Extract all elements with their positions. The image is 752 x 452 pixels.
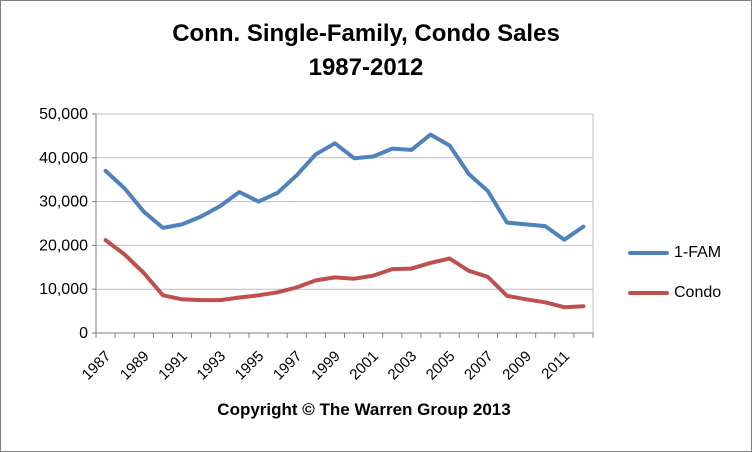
y-axis-tick-label: 40,000 [39,150,88,167]
y-axis-tick-label: 50,000 [39,106,88,123]
x-axis-tick-label: 1989 [117,348,153,384]
x-axis-tick-label: 1987 [79,348,115,384]
x-axis-tick-label: 1999 [308,348,344,384]
x-axis-tick-label: 2005 [423,348,459,384]
x-axis-tick-label: 1993 [193,348,229,384]
legend-label-1-fam: 1-FAM [674,244,722,261]
chart-title: Conn. Single-Family, Condo Sales 1987-20… [1,17,731,85]
series-line-condo [103,238,586,310]
legend-label-condo: Condo [674,284,722,301]
legend: 1-FAM Condo [628,243,721,323]
y-axis-tick-label: 10,000 [39,281,88,298]
x-axis-tick-label: 2007 [461,348,497,384]
x-axis-tick-label: 1991 [155,348,191,384]
y-axis-tick-label: 0 [79,325,88,342]
legend-item-1-fam: 1-FAM [628,243,721,263]
legend-swatch-1-fam [628,251,669,255]
x-axis-tick-label: 2001 [346,348,382,384]
x-axis-tick-label: 1995 [232,348,268,384]
x-axis-tick-label: 2003 [385,348,421,384]
chart-title-line1: Conn. Single-Family, Condo Sales [172,20,560,47]
legend-item-condo: Condo [628,283,721,303]
x-axis-tick-label: 2011 [538,348,573,383]
x-axis-tick-label: 1997 [270,348,306,384]
series-line-1-fam [103,132,586,242]
legend-swatch-condo [628,291,669,295]
y-axis-tick-label: 20,000 [39,237,88,254]
x-axis-tick-label: 2009 [499,348,535,384]
chart-title-line2: 1987-2012 [308,54,424,81]
y-axis-tick-label: 30,000 [39,194,88,211]
copyright-text: Copyright © The Warren Group 2013 [217,400,511,419]
